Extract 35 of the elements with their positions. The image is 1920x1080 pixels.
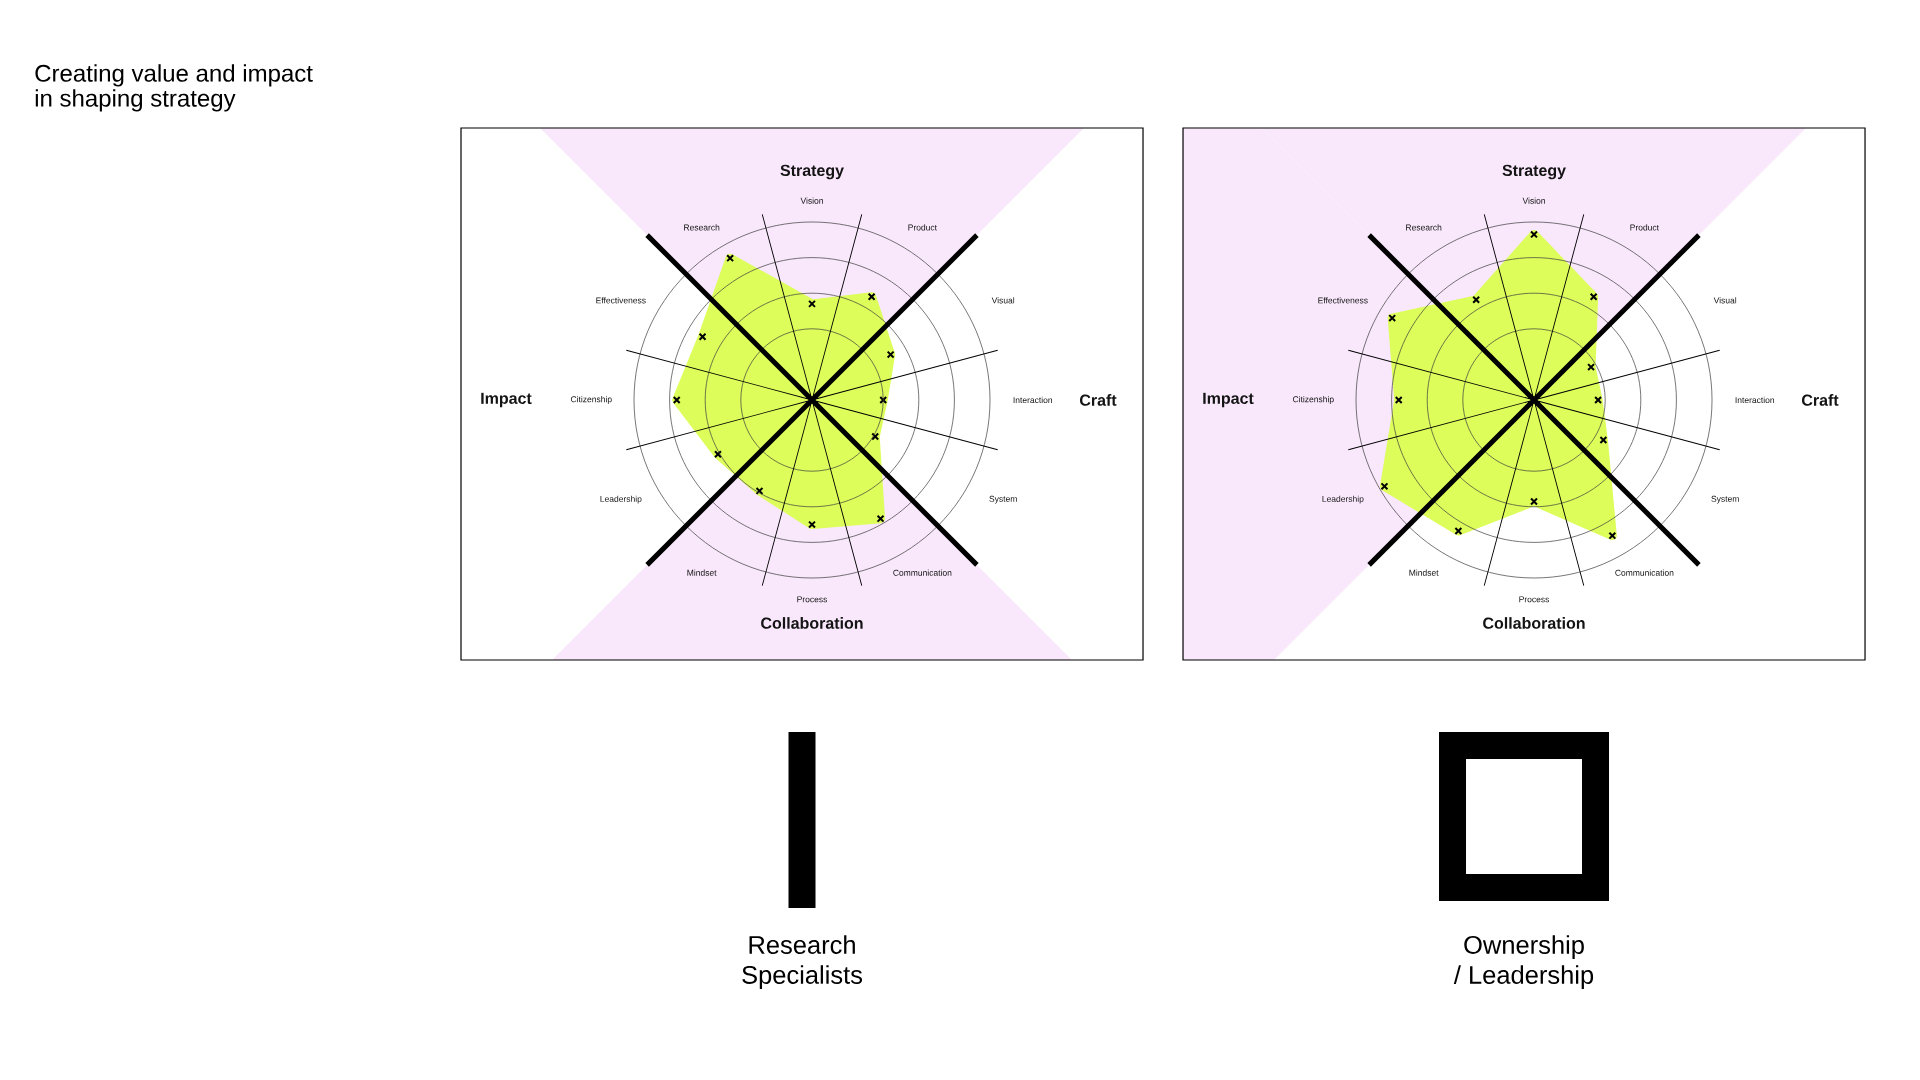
text: Craft bbox=[1802, 394, 1839, 406]
text: Creating value and impact in shaping strategy bbox=[35, 64, 313, 112]
spoke-label: Mindset bbox=[1409, 569, 1439, 576]
spoke-label: Visual bbox=[991, 297, 1015, 304]
text: Collaboration bbox=[761, 617, 863, 629]
text: Strategy bbox=[780, 164, 844, 180]
spoke-label: Product bbox=[908, 224, 937, 231]
spoke-label: System bbox=[1711, 495, 1739, 504]
text: Impact bbox=[1203, 392, 1254, 408]
spoke-label: Citizenship bbox=[570, 396, 612, 404]
text: Impact bbox=[481, 392, 532, 408]
spoke-label: Effectiveness bbox=[1318, 297, 1368, 304]
text: Collaboration bbox=[1483, 617, 1585, 629]
spoke-label: Product bbox=[1630, 224, 1659, 231]
spoke-label: Leadership bbox=[1322, 495, 1364, 504]
spoke-label: Leadership bbox=[600, 495, 642, 504]
spoke-label: Interaction bbox=[1735, 396, 1775, 404]
text: Ownership / Leadership bbox=[1453, 935, 1594, 989]
spoke-label: Effectiveness bbox=[596, 297, 646, 304]
spoke-label: Communication bbox=[1615, 569, 1674, 576]
spoke-label: Vision bbox=[1522, 197, 1545, 204]
spoke-label: Research bbox=[1406, 224, 1442, 231]
spoke-label: System bbox=[989, 495, 1017, 504]
spoke-label: Process bbox=[1519, 596, 1550, 603]
spoke-label: Visual bbox=[1713, 297, 1737, 304]
spoke-label: Vision bbox=[800, 197, 823, 204]
text: Research Specialists bbox=[742, 935, 863, 989]
spoke-label: Citizenship bbox=[1292, 396, 1334, 404]
spoke-label: Process bbox=[797, 596, 828, 603]
spoke-label: Interaction bbox=[1013, 396, 1053, 404]
spoke-label: Research bbox=[684, 224, 720, 231]
text: Strategy bbox=[1502, 164, 1566, 180]
spoke-label: Communication bbox=[893, 569, 952, 576]
spoke-label: Mindset bbox=[687, 569, 717, 576]
text: Craft bbox=[1079, 394, 1117, 406]
